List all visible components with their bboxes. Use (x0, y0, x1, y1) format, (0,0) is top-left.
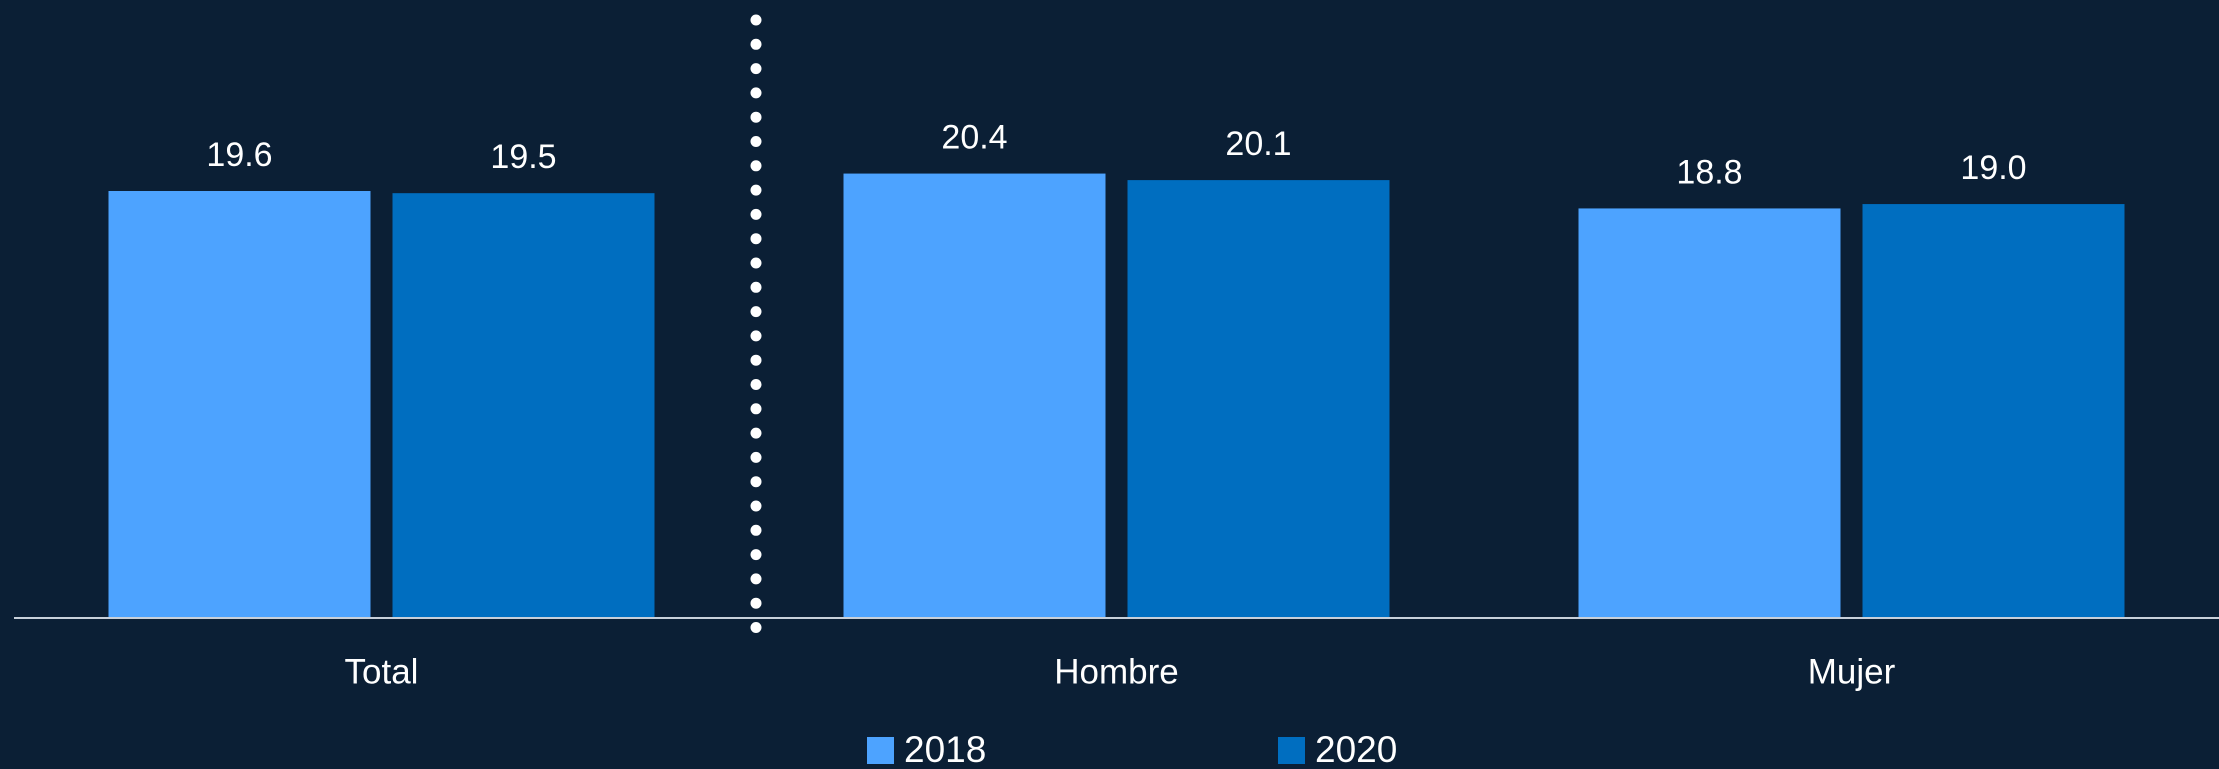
bar (843, 173, 1106, 619)
x-tick-label: Total (345, 652, 419, 691)
bar (1578, 208, 1841, 618)
bar (108, 191, 371, 618)
data-label: 19.0 (1960, 149, 2026, 187)
bar (392, 193, 655, 618)
legend-swatch (1278, 737, 1305, 764)
data-label: 18.8 (1676, 153, 1742, 191)
data-label: 20.4 (941, 119, 1007, 157)
legend-label: 2018 (904, 729, 986, 769)
data-label: 20.1 (1225, 125, 1291, 163)
x-tick-label: Mujer (1808, 652, 1896, 691)
data-label: 19.5 (490, 138, 556, 176)
legend-swatch (867, 737, 894, 764)
bar (1862, 204, 2125, 619)
x-tick-label: Hombre (1054, 652, 1178, 691)
legend-label: 2020 (1315, 729, 1397, 769)
bar (1127, 180, 1390, 618)
data-label: 19.6 (206, 136, 272, 174)
